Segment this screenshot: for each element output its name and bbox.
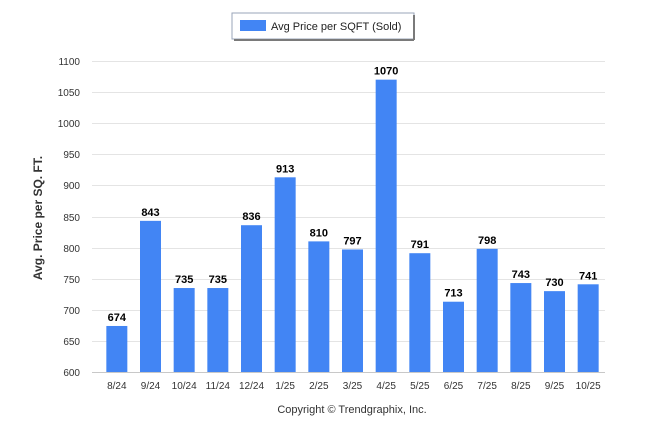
y-tick-label: 650 [63, 337, 80, 348]
x-tick-label: 11/24 [206, 381, 231, 392]
bar [375, 79, 397, 372]
bar [476, 248, 498, 372]
bar [106, 325, 128, 372]
data-label: 797 [343, 235, 361, 247]
data-label: 735 [175, 274, 193, 286]
y-axis-ticks: 600 650 700 750 800 850 900 950 1000 1050 1100 [58, 57, 81, 379]
y-tick-label: 750 [63, 275, 80, 286]
x-tick-label: 9/24 [141, 381, 161, 392]
x-tick-label: 5/25 [410, 381, 430, 392]
x-tick-label: 10/25 [576, 381, 601, 392]
bars [106, 79, 599, 372]
bar [443, 301, 464, 372]
y-tick-label: 800 [63, 244, 80, 255]
data-label: 843 [141, 207, 159, 219]
bar [409, 253, 431, 372]
data-label: 836 [242, 211, 260, 223]
bar [207, 288, 229, 372]
x-tick-label: 2/25 [309, 381, 329, 392]
y-tick-label: 600 [63, 368, 80, 379]
x-tick-label: 10/24 [172, 381, 197, 392]
x-tick-label: 9/25 [545, 381, 565, 392]
legend: Avg Price per SQFT (Sold) [231, 12, 415, 41]
data-labels: 674 843 735 735 836 913 810 797 1070 791 713 798 743… [108, 66, 598, 324]
bar [274, 177, 296, 372]
x-tick-label: 8/24 [107, 381, 127, 392]
y-axis-title: Avg. Price per SQ. FT. [31, 156, 45, 280]
x-axis-ticks: 8/24 9/24 10/24 11/24 12/24 1/25 2/25 3/25 4/25 5… [107, 381, 601, 392]
bar [577, 284, 599, 372]
bar [140, 220, 161, 372]
data-label: 810 [310, 227, 328, 239]
x-tick-label: 8/25 [511, 381, 531, 392]
x-tick-label: 6/25 [444, 381, 464, 392]
data-label: 743 [512, 269, 530, 281]
data-label: 741 [579, 270, 597, 282]
y-tick-label: 1100 [58, 57, 80, 68]
y-tick-label: 1050 [58, 88, 81, 99]
bar [510, 283, 532, 372]
data-label: 1070 [374, 66, 398, 78]
bar [544, 291, 565, 372]
y-tick-label: 700 [63, 306, 80, 317]
x-tick-label: 4/25 [376, 381, 396, 392]
x-tick-label: 1/25 [275, 381, 295, 392]
bar [173, 288, 195, 372]
x-tick-label: 3/25 [343, 381, 363, 392]
data-label: 913 [276, 163, 294, 175]
bar [308, 241, 330, 372]
y-tick-label: 900 [63, 181, 80, 192]
data-label: 798 [478, 235, 496, 247]
legend-swatch [240, 20, 266, 31]
bar [342, 249, 363, 372]
data-label: 791 [411, 239, 429, 251]
x-tick-label: 12/24 [239, 381, 264, 392]
data-label: 730 [545, 277, 563, 289]
data-label: 674 [108, 312, 127, 324]
y-tick-label: 1000 [58, 119, 81, 130]
y-tick-label: 850 [63, 213, 80, 224]
legend-label: Avg Price per SQFT (Sold) [271, 21, 401, 33]
y-tick-label: 950 [63, 150, 80, 161]
data-label: 713 [444, 288, 462, 300]
copyright-text: Copyright © Trendgraphix, Inc. [277, 404, 426, 416]
data-label: 735 [209, 274, 227, 286]
x-tick-label: 7/25 [477, 381, 497, 392]
bar [241, 225, 262, 372]
